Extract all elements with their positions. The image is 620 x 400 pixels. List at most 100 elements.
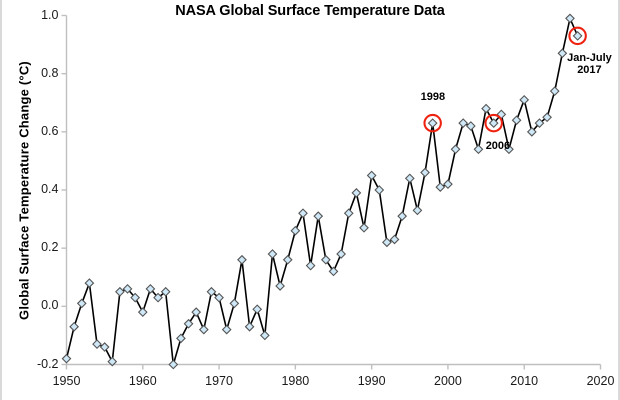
data-point-marker [382,237,392,248]
data-point-marker [69,321,80,332]
data-point-marker [84,278,95,288]
data-point-marker [435,182,446,192]
chart-title: NASA Global Surface Temperature Data [175,3,445,19]
y-tick-label: -0.2 [36,356,59,371]
data-point-marker [412,205,423,216]
data-point-marker [488,118,499,128]
annotation-label-line: 2017 [577,63,602,76]
data-point-marker [351,188,362,198]
y-tick-label: 0.8 [41,65,59,80]
y-tick-label: 0.6 [41,123,59,138]
data-point-marker [557,48,568,59]
data-point-marker [359,222,369,233]
data-point-marker [275,281,285,291]
highlight-circle [484,113,503,133]
x-tick-label: 1960 [128,373,157,388]
data-point-marker [237,254,247,265]
data-point-marker [76,298,87,309]
highlight-circle [568,26,587,46]
y-tick-label: 1.0 [41,7,59,22]
data-point-marker [176,333,186,344]
data-point-marker [183,318,194,329]
data-point-marker [389,234,400,245]
y-tick-label: 0.4 [41,182,59,196]
data-point-marker [458,118,469,128]
data-point-marker [565,13,575,24]
data-point-marker [572,30,583,41]
data-point-marker [221,324,232,335]
x-tick-label: 2010 [510,373,539,388]
x-tick-label: 1950 [52,373,81,388]
data-point-marker [305,260,316,271]
data-point-marker [328,266,339,277]
data-point-marker [61,353,72,364]
data-point-marker [542,112,552,123]
annotation-label-line: 2006 [485,140,511,153]
y-tick-label: 0.0 [41,298,59,313]
data-point-marker [519,94,530,105]
data-point-marker [420,167,430,178]
data-point-marker [229,298,240,309]
data-point-marker [137,307,148,318]
x-tick-label: 1980 [281,373,310,388]
data-point-marker [145,284,156,294]
data-point-marker [130,292,141,303]
data-point-marker [298,208,308,219]
data-point-marker [504,144,514,155]
data-point-marker [115,286,125,297]
data-point-marker [244,321,255,332]
data-point-marker [313,211,324,222]
data-point-marker [343,208,354,219]
data-point-marker [481,103,491,114]
x-tick-label: 2020 [586,373,615,388]
data-point-marker [259,330,270,341]
annotation-label: 2006 [486,140,510,152]
data-point-marker [320,254,331,265]
data-point-marker [267,249,278,259]
data-point-marker [206,286,217,297]
data-point-marker [336,249,347,259]
annotation-label-line: Jan-July [567,51,612,64]
data-point-marker [366,170,377,181]
data-point-marker [107,356,118,367]
image-right-border [618,0,620,400]
data-point-marker [252,304,263,315]
data-point-marker [282,254,293,265]
data-point-marker [191,307,202,318]
x-tick-label: 2000 [434,373,462,388]
data-point-marker [198,324,209,335]
x-tick-label: 1970 [205,373,233,388]
data-point-marker [160,286,171,297]
axes-group [61,14,602,370]
data-point-marker [92,339,102,350]
data-point-marker [473,144,484,155]
annotation-label-line: 1998 [420,91,446,104]
data-point-marker [511,115,522,126]
data-point-marker [214,292,224,303]
image-left-border [0,0,2,400]
data-point-marker [526,126,537,137]
highlight-circle [423,113,442,133]
data-point-marker [397,211,408,222]
data-point-marker [99,342,110,352]
data-point-marker [374,185,385,195]
annotation-circles [423,26,587,133]
data-point-marker [290,225,301,236]
annotation-label: 1998 [421,91,445,103]
data-point-marker [168,359,179,370]
data-point-markers [61,13,583,370]
data-point-marker [549,86,560,96]
data-point-marker [450,144,461,155]
data-point-marker [465,121,476,131]
data-point-marker [443,179,453,190]
data-point-marker [122,284,133,294]
data-point-marker [404,173,415,184]
annotation-label: Jan-July 2017 [567,52,612,76]
data-point-marker [153,292,163,303]
x-tick-label: 1990 [357,373,386,388]
data-point-marker [427,118,438,128]
y-tick-label: 0.2 [41,240,59,255]
data-point-marker [534,118,545,128]
